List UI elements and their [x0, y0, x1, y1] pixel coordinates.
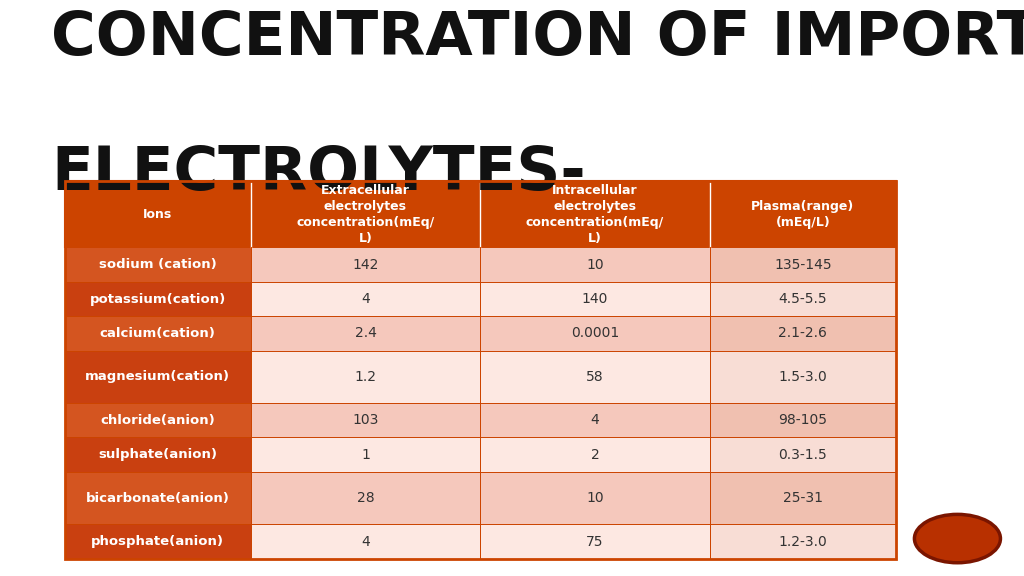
Text: 142: 142 — [352, 257, 379, 272]
Text: 1.2: 1.2 — [354, 370, 377, 384]
Text: 140: 140 — [582, 292, 608, 306]
Text: bicarbonate(anion): bicarbonate(anion) — [86, 491, 229, 505]
Text: 4: 4 — [591, 413, 599, 427]
Text: 2: 2 — [591, 448, 599, 461]
Text: CONCENTRATION OF IMPORTANT: CONCENTRATION OF IMPORTANT — [51, 9, 1024, 67]
Text: phosphate(anion): phosphate(anion) — [91, 535, 224, 548]
Text: ELECTROLYTES-: ELECTROLYTES- — [51, 144, 586, 203]
Text: 1: 1 — [361, 448, 370, 461]
Text: 0.0001: 0.0001 — [571, 327, 620, 340]
Text: 10: 10 — [586, 491, 604, 505]
Text: 25-31: 25-31 — [783, 491, 823, 505]
Text: 10: 10 — [586, 257, 604, 272]
Text: 2.4: 2.4 — [354, 327, 377, 340]
Text: 58: 58 — [586, 370, 604, 384]
Text: 4: 4 — [361, 535, 370, 548]
Text: Plasma(range)
(mEq/L): Plasma(range) (mEq/L) — [752, 200, 854, 229]
Text: chloride(anion): chloride(anion) — [100, 414, 215, 427]
Text: Ions: Ions — [143, 208, 172, 221]
Text: 4.5-5.5: 4.5-5.5 — [778, 292, 827, 306]
Text: 135-145: 135-145 — [774, 257, 831, 272]
Text: potassium(cation): potassium(cation) — [89, 293, 225, 305]
Text: Extracellular
electrolytes
concentration(mEq/
L): Extracellular electrolytes concentration… — [296, 184, 434, 245]
Text: 98-105: 98-105 — [778, 413, 827, 427]
Text: Intracellular
electrolytes
concentration(mEq/
L): Intracellular electrolytes concentration… — [526, 184, 665, 245]
Text: calcium(cation): calcium(cation) — [99, 327, 216, 340]
Text: sodium (cation): sodium (cation) — [98, 258, 216, 271]
Text: 75: 75 — [587, 535, 604, 548]
Text: 1.2-3.0: 1.2-3.0 — [778, 535, 827, 548]
Text: 1.5-3.0: 1.5-3.0 — [778, 370, 827, 384]
Text: 103: 103 — [352, 413, 379, 427]
Text: 4: 4 — [361, 292, 370, 306]
Text: 0.3-1.5: 0.3-1.5 — [778, 448, 827, 461]
Text: 28: 28 — [356, 491, 375, 505]
Text: magnesium(cation): magnesium(cation) — [85, 370, 230, 383]
Text: sulphate(anion): sulphate(anion) — [98, 448, 217, 461]
Text: 2.1-2.6: 2.1-2.6 — [778, 327, 827, 340]
